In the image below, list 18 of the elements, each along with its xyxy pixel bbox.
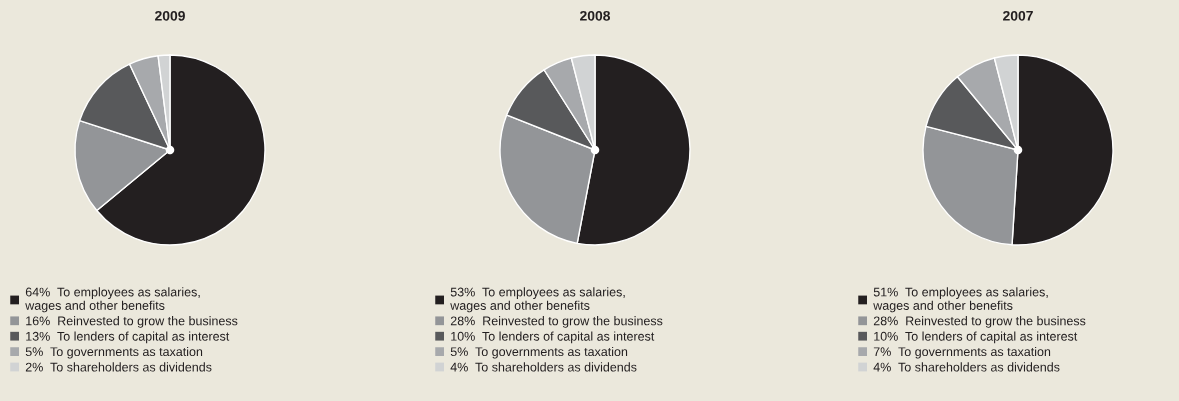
legend-label: 10% To lenders of capital as interest (874, 331, 1078, 344)
chart-title: 2007 (1003, 10, 1033, 21)
chart-title: 2008 (580, 10, 611, 21)
legend-label: 5% To governments as taxation (450, 346, 628, 359)
chart-title: 2009 (155, 10, 185, 21)
legend-label: 13% To lenders of capital as interest (26, 331, 230, 344)
legend-label: 2% To shareholders as dividends (25, 362, 212, 372)
legend-label: 10% To lenders of capital as interest (451, 331, 655, 344)
legend-label: 7% To governments as taxation (873, 346, 1051, 359)
legend-label: 51% To employees as salaries, wages and other benefits (873, 287, 1048, 313)
legend-label: 16% Reinvested to grow the business (26, 316, 238, 328)
legend-label: 4% To shareholders as dividends (873, 362, 1060, 372)
legend-label: 64% To employees as salaries, wages and other benefits (25, 287, 200, 313)
legend-label: 28% Reinvested to grow the business (873, 316, 1086, 328)
legend-label: 4% To shareholders as dividends (450, 362, 637, 372)
legend-label: 5% To governments as taxation (25, 346, 203, 359)
legend-label: 53% To employees as salaries, wages and other benefits (450, 287, 625, 313)
legend-label: 28% Reinvested to grow the business (450, 316, 663, 328)
